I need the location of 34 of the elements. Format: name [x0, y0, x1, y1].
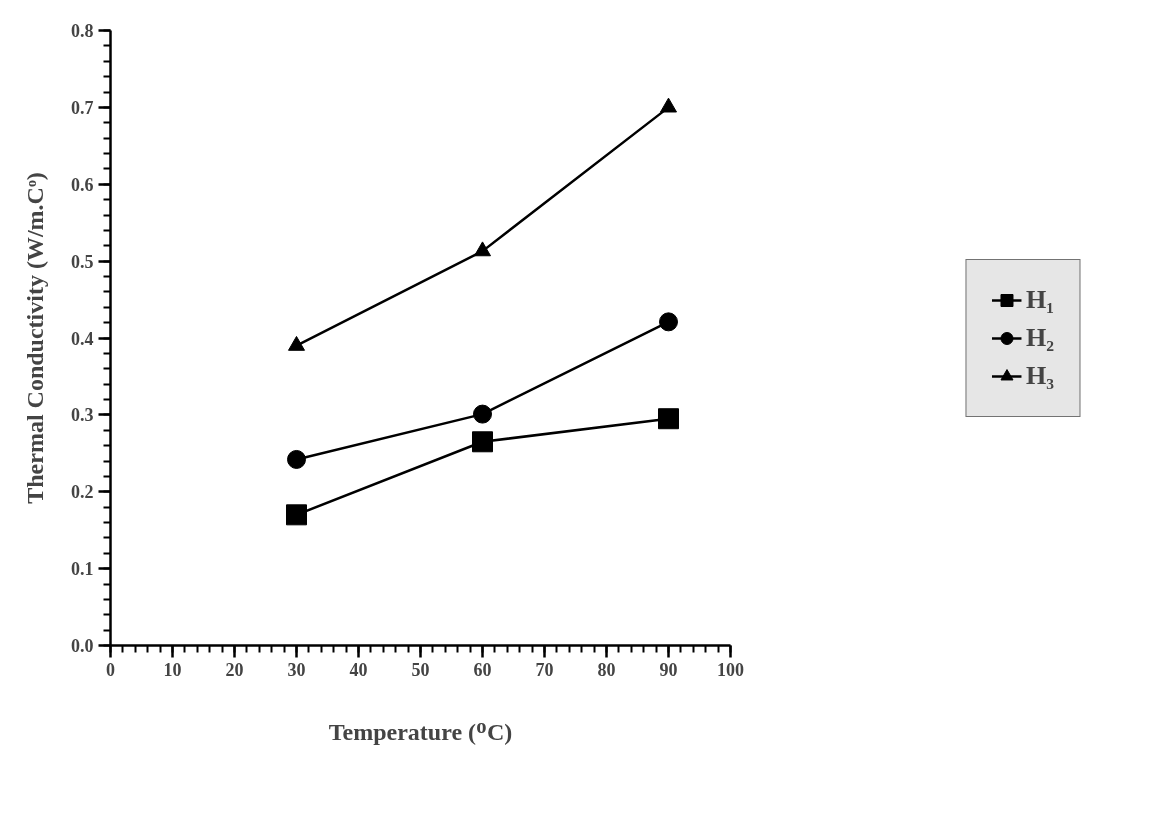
- y-tick-label: 0.8: [71, 21, 94, 41]
- point: [658, 408, 679, 430]
- y-tick-label: 0.7: [71, 97, 94, 118]
- point: [474, 241, 491, 257]
- legend-label: H₂: [1025, 322, 1055, 353]
- point: [473, 404, 492, 424]
- y-tick-label: 0.2: [71, 482, 94, 503]
- x-tick-label: 50: [411, 659, 430, 680]
- legend-label: H₃: [1025, 360, 1055, 391]
- y-tick-label: 0.6: [71, 174, 94, 195]
- point: [472, 431, 493, 453]
- point: [288, 335, 305, 351]
- point: [286, 504, 307, 526]
- x-tick-label: 100: [717, 659, 744, 680]
- y-tick-label: 0.4: [71, 328, 94, 349]
- x-tick-label: 30: [287, 659, 306, 680]
- x-tick-label: 70: [535, 659, 554, 680]
- x-tick-label: 20: [225, 659, 244, 680]
- x-tick-label: 60: [473, 659, 492, 680]
- y-axis-title: Thermal Conductivity (W/m.Cᵒ): [22, 172, 48, 504]
- y-tick-label: 0.1: [71, 559, 94, 580]
- x-tick-label: 90: [659, 659, 678, 680]
- x-tick-label: 40: [349, 659, 368, 680]
- point: [659, 312, 678, 332]
- x-tick-label: 80: [597, 659, 616, 680]
- y-tick-label: 0.3: [71, 405, 94, 426]
- x-tick-label: 0: [106, 659, 115, 680]
- point: [287, 449, 306, 469]
- x-axis-title: Temperature (ᴼC): [328, 718, 513, 745]
- y-tick-label: 0.5: [71, 251, 94, 272]
- legend-label: H₁: [1025, 284, 1055, 315]
- y-tick-label: 0.0: [71, 636, 94, 656]
- point: [660, 97, 677, 113]
- x-tick-label: 10: [163, 659, 182, 680]
